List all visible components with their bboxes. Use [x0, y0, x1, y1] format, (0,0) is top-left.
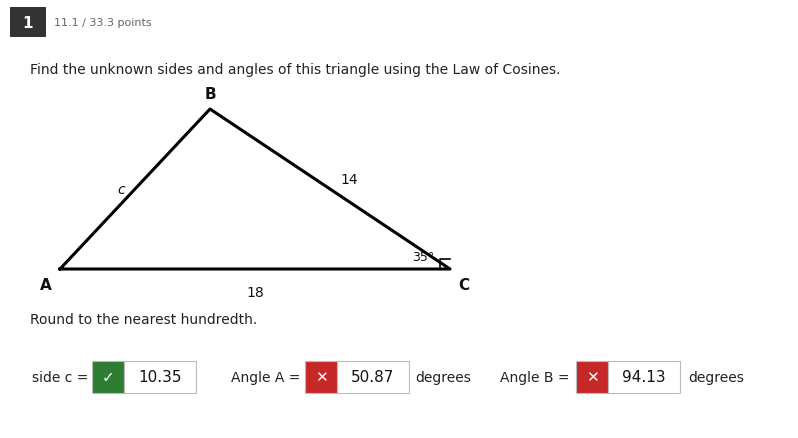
FancyBboxPatch shape — [608, 361, 680, 393]
Text: Angle B =: Angle B = — [500, 370, 570, 384]
FancyBboxPatch shape — [305, 361, 337, 393]
Text: Round to the nearest hundredth.: Round to the nearest hundredth. — [30, 312, 257, 326]
Text: ✕: ✕ — [586, 370, 598, 385]
Text: C: C — [458, 277, 469, 292]
Text: ✓: ✓ — [101, 370, 114, 385]
Text: c: c — [117, 183, 125, 197]
Text: 35°: 35° — [412, 251, 434, 263]
FancyBboxPatch shape — [124, 361, 196, 393]
Text: degrees: degrees — [415, 370, 471, 384]
Text: 50.87: 50.87 — [351, 370, 395, 385]
Text: 10.35: 10.35 — [138, 370, 182, 385]
Text: ✕: ✕ — [314, 370, 327, 385]
Text: B: B — [204, 87, 215, 102]
Text: side c =: side c = — [32, 370, 88, 384]
FancyBboxPatch shape — [92, 361, 124, 393]
FancyBboxPatch shape — [337, 361, 409, 393]
Text: 18: 18 — [246, 285, 264, 299]
Text: A: A — [40, 277, 52, 292]
Text: 1: 1 — [23, 15, 34, 30]
Text: 94.13: 94.13 — [622, 370, 666, 385]
Text: 11.1 / 33.3 points: 11.1 / 33.3 points — [54, 18, 152, 28]
Text: degrees: degrees — [688, 370, 744, 384]
Text: Angle A =: Angle A = — [231, 370, 300, 384]
Text: Find the unknown sides and angles of this triangle using the Law of Cosines.: Find the unknown sides and angles of thi… — [30, 63, 560, 77]
Text: 14: 14 — [340, 173, 358, 187]
FancyBboxPatch shape — [576, 361, 608, 393]
FancyBboxPatch shape — [10, 8, 46, 38]
